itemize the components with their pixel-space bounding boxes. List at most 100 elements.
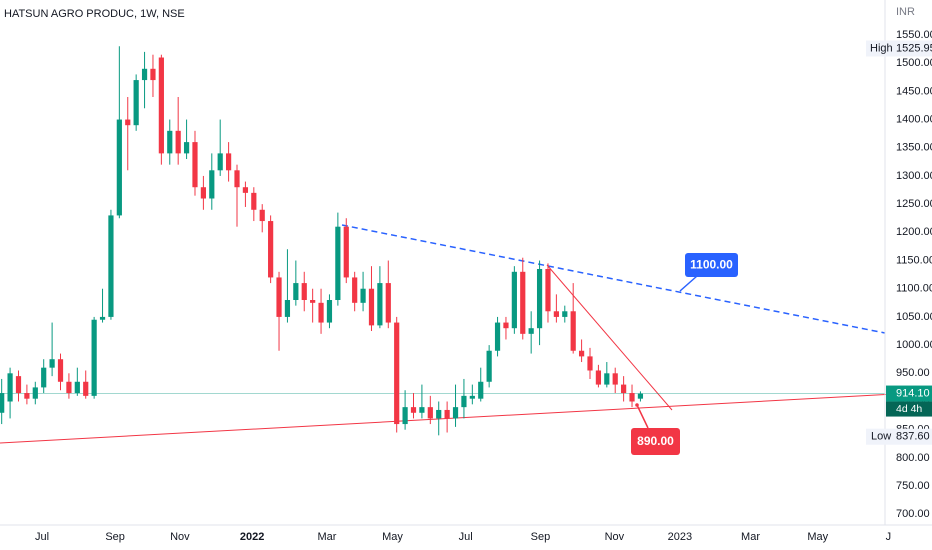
candle-body — [595, 370, 602, 385]
candle-body — [32, 387, 38, 399]
candle-body — [301, 283, 307, 300]
candle-body — [175, 130, 181, 154]
high-marker-bg — [866, 40, 932, 57]
x-tick-label: Mar — [317, 531, 336, 543]
candle-body — [545, 268, 551, 312]
candle-body — [49, 359, 55, 368]
candle-body — [394, 322, 400, 425]
candle-body — [133, 80, 139, 126]
candle-body — [469, 395, 475, 399]
y-tick-label: 1400.00 — [896, 113, 932, 125]
candle-body — [108, 215, 114, 317]
candle-body — [385, 283, 391, 323]
x-tick-label: J — [886, 531, 892, 543]
candle-body — [91, 319, 97, 396]
chart-title: HATSUN AGRO PRODUC, 1W, NSE — [4, 8, 185, 20]
annotation-box — [631, 428, 680, 455]
candle-body — [612, 373, 618, 385]
annotation-pointer — [679, 275, 698, 292]
y-tick-label: 1000.00 — [896, 339, 932, 351]
x-tick-label: May — [382, 531, 403, 543]
candle-body — [74, 381, 80, 394]
candle-body — [83, 381, 89, 396]
candle-body — [419, 407, 425, 413]
candle-body — [24, 393, 30, 399]
candle-body — [116, 119, 122, 216]
y-tick-label: 750.00 — [896, 480, 930, 492]
annotation-text: 1100.00 — [690, 258, 733, 272]
countdown-text: 4d 4h — [896, 403, 922, 415]
candle-body — [352, 277, 358, 303]
candle-body — [629, 393, 635, 402]
annotation-text: 890.00 — [637, 434, 674, 448]
candle-body — [536, 268, 543, 329]
candle-body — [209, 170, 215, 199]
y-tick-label: 1550.00 — [896, 29, 932, 41]
y-tick-label: 1300.00 — [896, 170, 932, 182]
candle-body — [410, 407, 417, 413]
candle-body — [377, 283, 383, 326]
support-trendline — [0, 391, 932, 444]
candle-body — [276, 277, 282, 317]
candle-body — [402, 407, 408, 425]
countdown-tag — [886, 401, 932, 417]
candle-body — [99, 316, 106, 320]
y-tick-label: 1050.00 — [896, 311, 932, 323]
candle-body — [15, 376, 22, 394]
candle-body — [368, 288, 375, 326]
y-tick-label: 1350.00 — [896, 142, 932, 154]
candle-body — [200, 187, 206, 199]
low-marker-label: Low — [871, 431, 891, 443]
candle-body — [478, 381, 484, 399]
annotation-pointer — [636, 404, 649, 429]
candle-body — [360, 288, 366, 303]
candle-body — [326, 300, 333, 323]
candle-body — [335, 226, 341, 300]
candle-body — [242, 187, 249, 193]
x-tick-label: Nov — [605, 531, 625, 543]
candle-body — [587, 356, 593, 371]
candle-body — [158, 57, 164, 154]
candle-body — [486, 350, 492, 382]
candle-body — [125, 119, 131, 126]
x-tick-label: May — [807, 531, 828, 543]
x-tick-label: Sep — [531, 531, 551, 543]
y-tick-label: 1500.00 — [896, 57, 932, 69]
candle-body — [436, 409, 442, 419]
candle-body — [293, 283, 299, 300]
currency-label: INR — [896, 6, 915, 18]
candle-body — [562, 311, 568, 317]
y-tick-label: 700.00 — [896, 508, 930, 520]
x-tick-label: Mar — [741, 531, 760, 543]
candle-body — [284, 300, 291, 317]
candle-body — [57, 359, 64, 382]
candle-body — [318, 302, 324, 323]
candle-body — [226, 153, 232, 171]
candle-body — [494, 322, 501, 351]
candle-body — [0, 393, 5, 413]
candle-body — [192, 142, 198, 188]
candle-body — [150, 68, 156, 81]
high-marker-label: High — [870, 42, 893, 54]
candle-body — [183, 142, 190, 154]
candle-body — [452, 407, 459, 419]
candle-body — [461, 395, 467, 408]
candle-body — [259, 209, 265, 222]
candle-body — [251, 192, 257, 210]
candle-body — [167, 130, 173, 154]
candle-body — [520, 271, 526, 334]
y-tick-label: 1150.00 — [896, 254, 932, 266]
candle-body — [310, 300, 316, 303]
y-tick-label: 950.00 — [896, 367, 930, 379]
candle-body — [604, 373, 610, 385]
candle-body — [621, 384, 627, 394]
resistance-trendline — [341, 224, 886, 334]
candle-body — [503, 322, 509, 329]
x-tick-label: Nov — [170, 531, 190, 543]
last-price-tag — [886, 385, 932, 402]
plot-area — [0, 46, 932, 444]
candle-body — [637, 393, 644, 399]
candle-body — [553, 311, 559, 317]
low-marker-value: 837.60 — [896, 431, 930, 443]
